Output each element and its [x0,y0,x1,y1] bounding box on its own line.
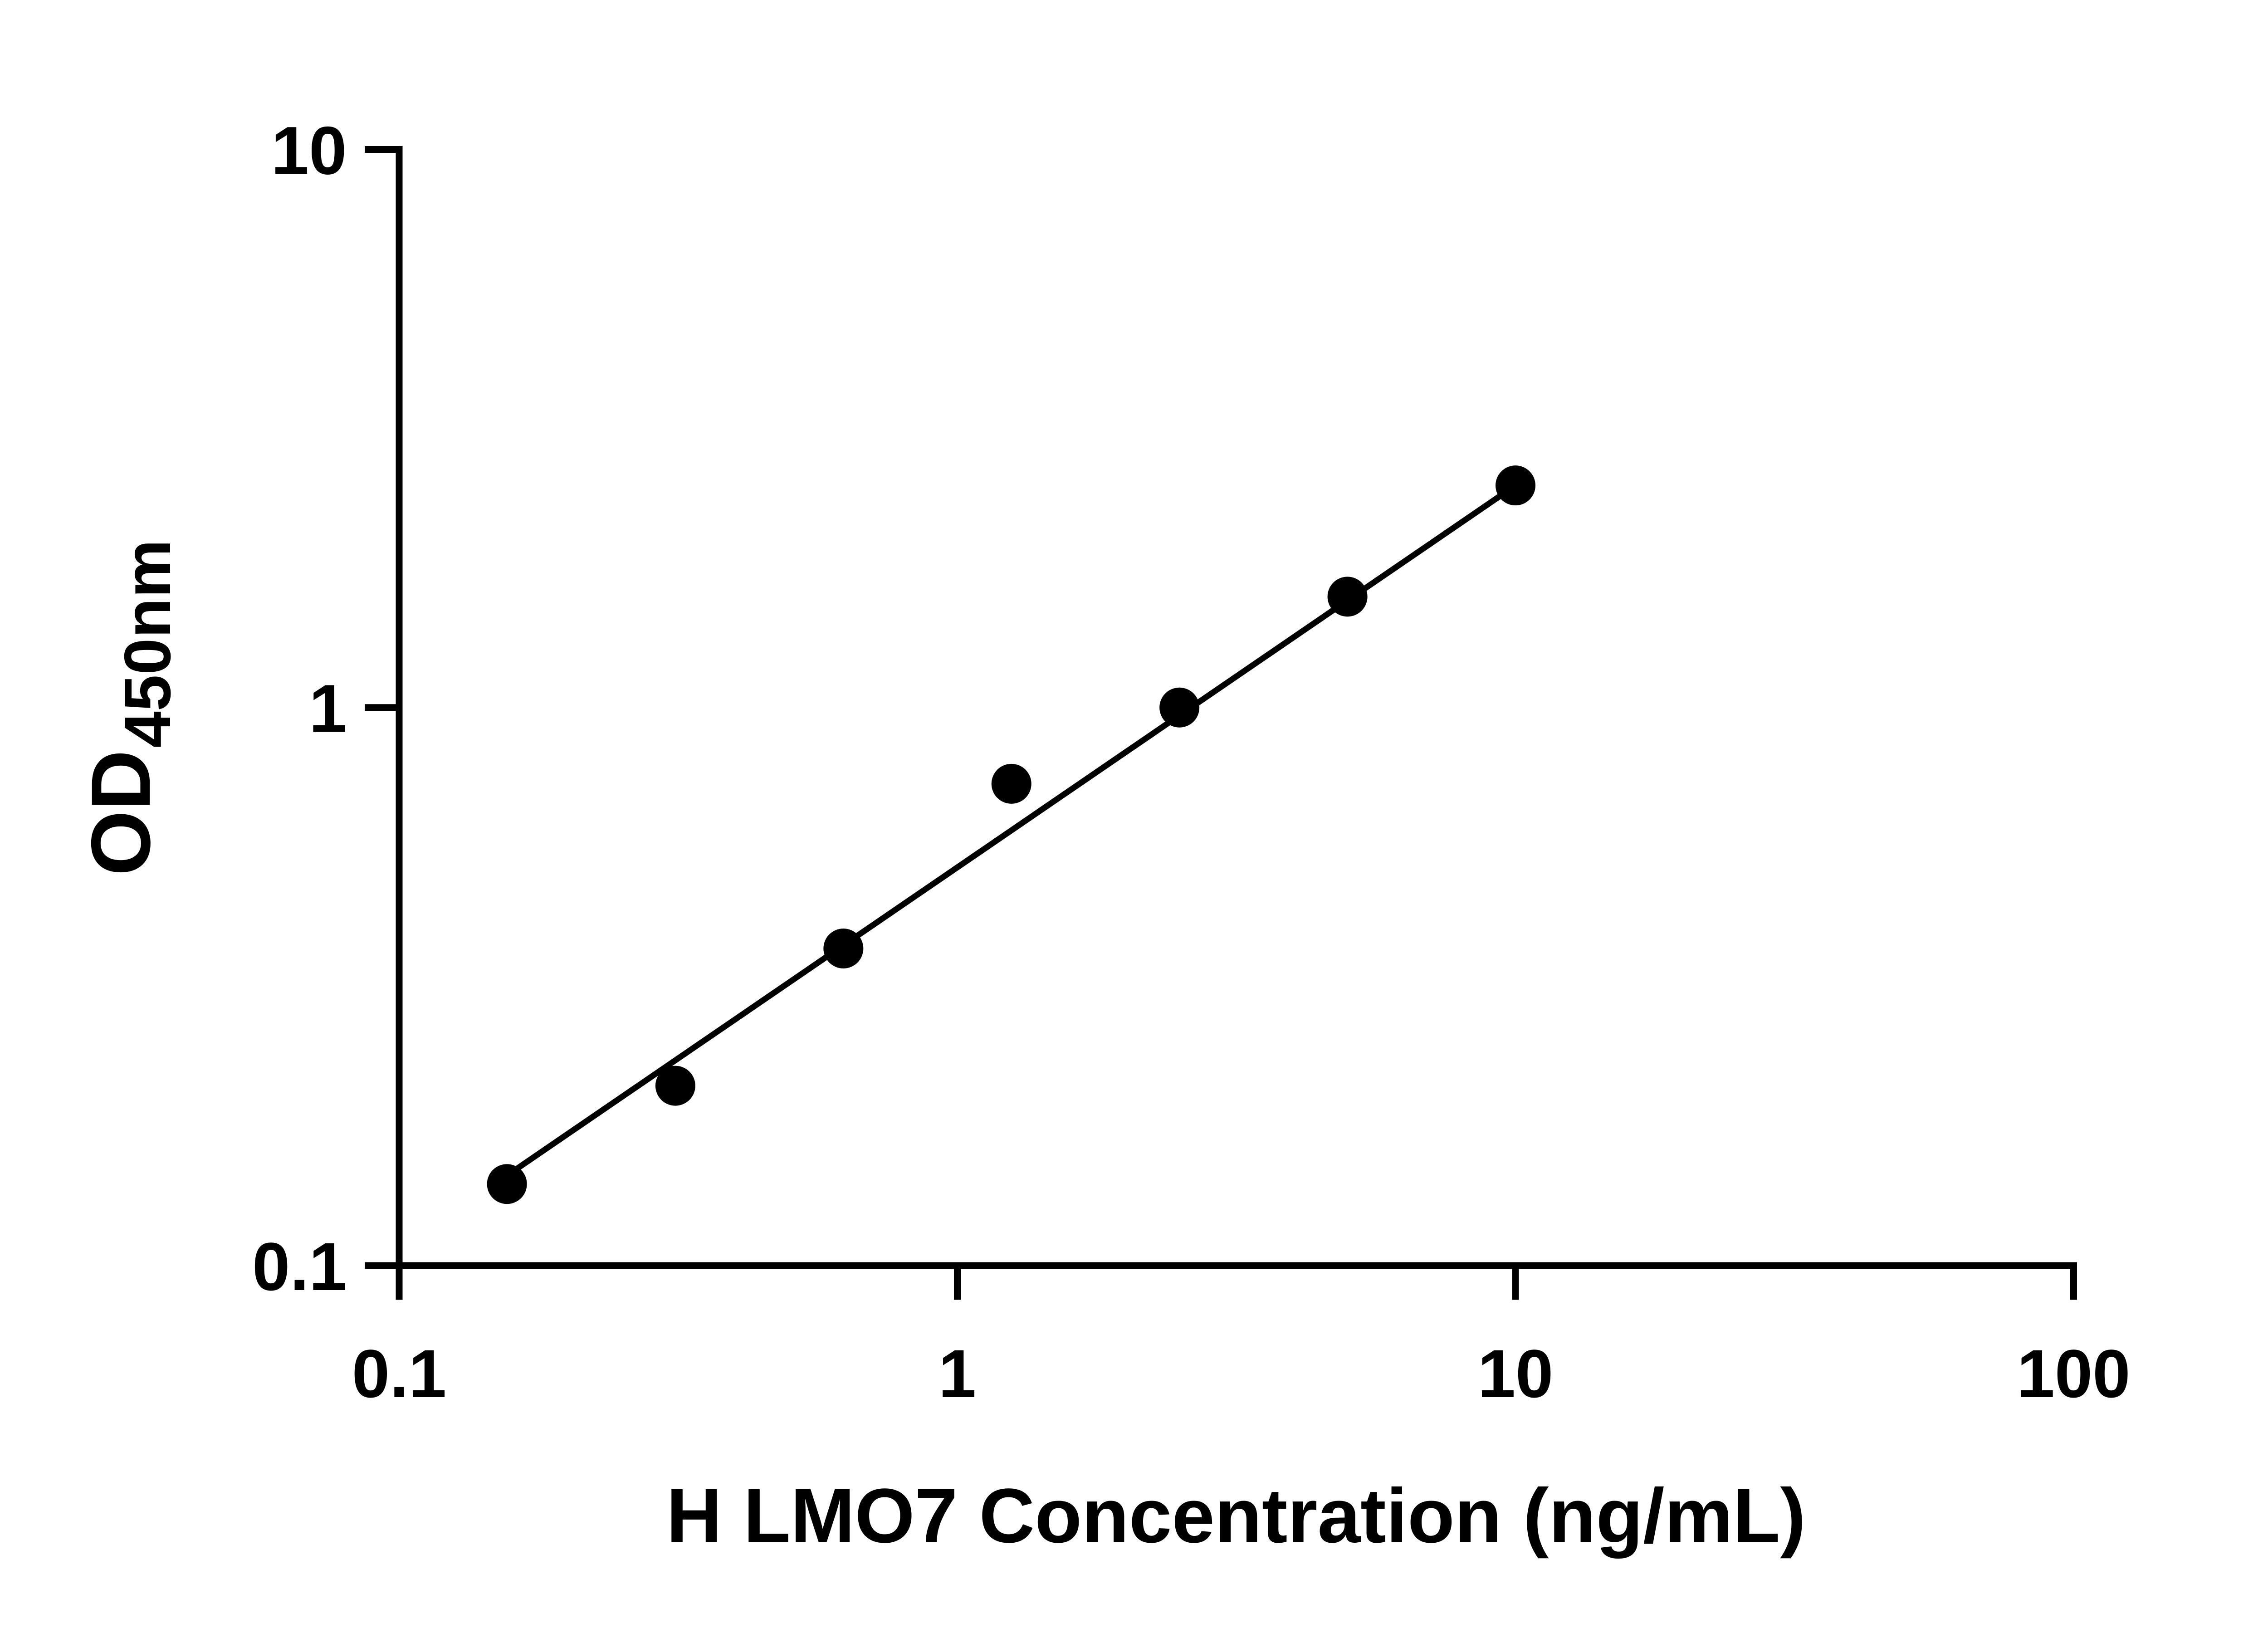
y-tick-label: 10 [271,112,347,189]
plot-area: 0.1 1 10 100 0.1 1 10 [252,112,2131,1412]
data-point [1496,465,1535,506]
data-point [1159,687,1200,728]
y-tick-label: 1 [309,670,347,747]
x-tick-label: 1 [938,1335,976,1412]
x-axis-title: H LMO7 Concentration (ng/mL) [666,1473,1806,1559]
data-point [991,763,1031,804]
x-tick-label: 0.1 [352,1335,447,1412]
data-point [1327,577,1368,617]
y-axis-title-subscript: 450nm [111,539,184,748]
x-tick-label: 10 [1478,1335,1554,1412]
y-axis-title: OD 450nm [74,539,184,875]
data-point [823,928,864,968]
x-tick-label: 100 [2017,1335,2130,1412]
y-axis-title-main: OD [74,750,168,876]
data-point [655,1066,695,1106]
data-point [487,1164,527,1204]
y-tick-label: 0.1 [252,1228,347,1305]
